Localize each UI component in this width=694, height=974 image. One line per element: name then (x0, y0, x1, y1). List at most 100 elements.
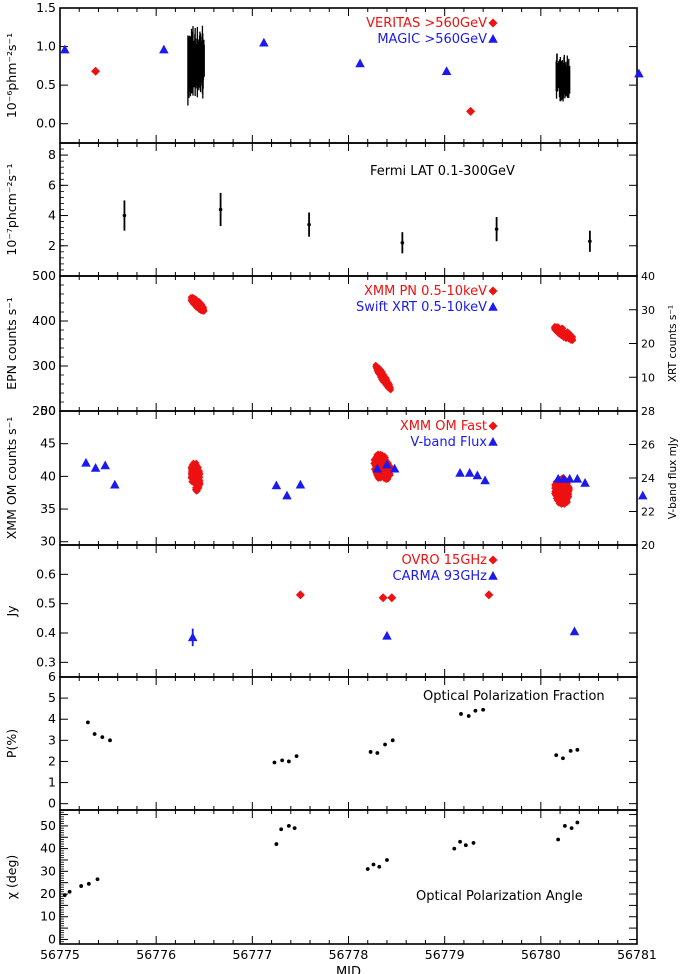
y-tick-label: 8 (48, 147, 56, 162)
legend-label: Swift XRT 0.5-10keV (356, 300, 487, 315)
legend-marker (488, 286, 498, 296)
y-tick-label: 4 (48, 711, 56, 726)
data-point (575, 747, 580, 752)
data-point (387, 593, 397, 603)
data-point (380, 454, 387, 461)
data-point (569, 626, 580, 636)
series-fermi-lat-0-1-300gev (122, 192, 592, 254)
y-tick-label: 200 (32, 403, 56, 418)
legend-marker (488, 18, 498, 28)
data-point (382, 630, 392, 640)
data-point (199, 303, 206, 310)
data-point (634, 68, 644, 78)
y-tick-label: 6 (48, 669, 56, 684)
data-point (355, 58, 365, 68)
data-point (390, 738, 395, 743)
series-v-band-flux (81, 457, 648, 500)
legend-marker (488, 34, 498, 43)
data-point (568, 748, 573, 753)
x-tick-label: 56777 (232, 947, 272, 962)
y2-tick-label: 40 (641, 270, 655, 283)
series-veritas-560gev (91, 65, 567, 116)
series-carma-93ghz (187, 626, 580, 647)
data-point (580, 478, 590, 487)
y-tick-label: 30 (40, 863, 56, 878)
legend-label: Optical Polarization Fraction (423, 689, 605, 704)
legend-label: XMM OM Fast (400, 419, 487, 434)
y-tick-label: 500 (32, 268, 56, 283)
data-point (400, 240, 405, 245)
data-point (638, 490, 648, 500)
data-point (282, 490, 292, 500)
y-tick-label: 1 (48, 775, 56, 790)
data-point (79, 884, 84, 888)
data-point (108, 738, 112, 743)
data-point (463, 843, 468, 848)
data-point (555, 497, 562, 505)
series-optical-polarization-angle (62, 820, 580, 898)
data-point (86, 881, 91, 886)
data-point (187, 632, 198, 642)
x-tick-label: 56780 (521, 947, 561, 962)
data-point (564, 489, 571, 496)
data-point (190, 301, 197, 308)
data-point (466, 714, 471, 718)
data-point (494, 227, 499, 231)
data-point (553, 493, 560, 500)
legend-label: V-band Flux (410, 435, 487, 450)
data-point (588, 239, 592, 244)
series-optical-polarization-fraction (85, 707, 580, 765)
data-point (85, 720, 90, 725)
data-point (569, 334, 576, 341)
data-point (272, 760, 277, 765)
data-point (384, 476, 391, 483)
data-point (67, 889, 72, 894)
y-tick-label: 50 (40, 818, 56, 833)
data-point (188, 478, 195, 486)
y-tick-label: 6 (48, 177, 56, 192)
data-point (110, 479, 120, 489)
data-point (472, 470, 483, 480)
data-point (368, 750, 373, 754)
data-point (466, 106, 476, 116)
legend-marker (488, 437, 498, 446)
data-point (286, 823, 291, 828)
x-tick-label: 56778 (329, 947, 369, 962)
data-point (372, 463, 383, 473)
y2-axis-label: V-band flux mJy (667, 437, 679, 519)
data-point (295, 479, 306, 489)
data-point (557, 327, 564, 335)
data-point (196, 484, 203, 492)
y2-tick-label: 28 (641, 405, 655, 418)
y-tick-label: 0.4 (36, 625, 56, 640)
y-tick-label: 0.3 (36, 654, 56, 669)
y-axis-label: 10⁻⁷phcm⁻²s⁻¹ (4, 163, 19, 255)
data-point (551, 484, 558, 492)
data-point (195, 480, 202, 487)
data-point (554, 753, 559, 758)
data-point (554, 482, 561, 489)
data-point (556, 837, 561, 842)
data-point (555, 489, 562, 496)
data-point (159, 44, 169, 54)
data-point (375, 751, 380, 755)
y-tick-label: 30 (40, 534, 56, 549)
data-point (190, 297, 197, 304)
panel-frame (59, 142, 638, 277)
data-point (558, 500, 565, 507)
data-point (561, 490, 568, 497)
data-point (271, 480, 282, 490)
data-point (382, 459, 392, 469)
data-point (294, 754, 299, 759)
data-point (458, 839, 462, 844)
data-point (480, 475, 490, 485)
y2-tick-label: 10 (641, 371, 655, 384)
panel-optical-uv: 30 35 40 45 50 XMM OM counts s⁻¹ 20 22 24 26 28 V-b… (4, 403, 679, 552)
data-point (378, 593, 388, 603)
data-point (459, 712, 463, 716)
y-tick-label: 1.5 (36, 0, 56, 15)
data-point (91, 66, 101, 76)
x-axis-label: MJD (336, 965, 361, 974)
legend-label: MAGIC >560GeV (377, 32, 487, 47)
